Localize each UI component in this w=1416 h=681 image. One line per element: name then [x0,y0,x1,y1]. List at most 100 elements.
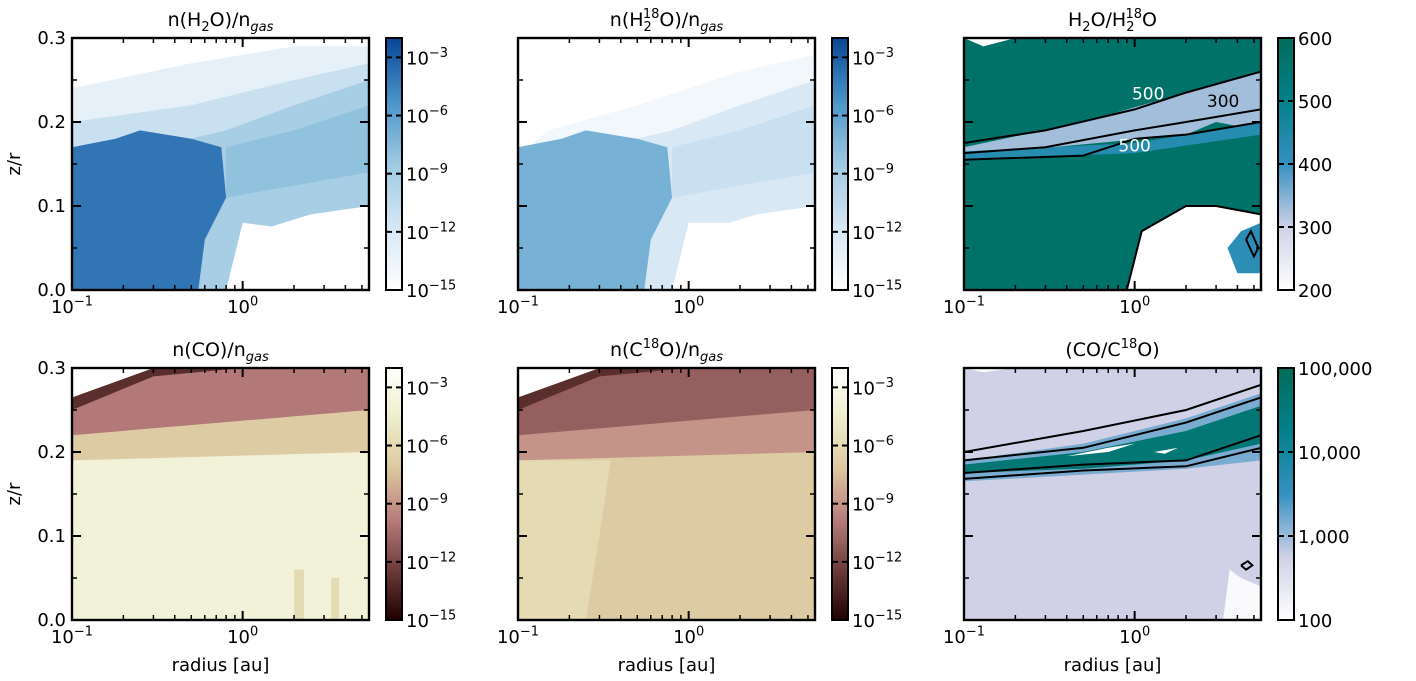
plot-area: 500 300 500 [964,38,1261,290]
colorbar [831,367,849,621]
plot-area [518,368,815,620]
panel-title: n(H218O)/ngas [610,7,724,35]
y-tick-label: 0.0 [37,610,66,631]
y-tick-label: 0.1 [37,526,66,547]
panel-title: n(CO)/ngas [172,339,269,365]
tick-label: 100 [1119,624,1150,648]
colorbar-tick-label: 300 [1298,218,1332,239]
x-axis-label: radius [au] [618,655,716,676]
y-tick-label: 0.2 [37,442,66,463]
tick-label: 10−9 [852,162,894,186]
panel-5: 10−1 100 n(C18O)/ngas radius [au] 10−3 10−6 10… [497,337,902,676]
tick-label: 10−1 [51,294,93,318]
tick-label: 10−1 [497,624,539,648]
tick-label: 10−6 [406,434,448,458]
tick-label: 10−6 [406,104,448,128]
y-tick-label: 0.0 [37,280,66,301]
y-axis-label: z/r [4,482,25,506]
colorbar-tick-label: 400 [1298,155,1332,176]
tick-label: 10−12 [852,220,902,244]
tick-label: 10−15 [406,278,456,302]
tick-label: 10−15 [852,608,902,632]
contour-label: 500 [1118,136,1150,156]
contour-label: 500 [1132,84,1164,104]
tick-label: 10−1 [943,624,985,648]
x-axis-label: radius [au] [1064,655,1162,676]
column-feature [331,578,340,620]
low-ratio-region [1126,206,1261,290]
panel-title: (CO/C18O) [1065,337,1159,361]
panel-1: 10−1 100 0.0 0.1 0.2 0.3 n(H2O)/ngas z/r 10−3 10−… [4,9,456,318]
colorbar [831,37,849,291]
colorbar-tick-label: 10,000 [1298,443,1361,464]
upper-layer [518,368,689,410]
colorbar [385,367,403,621]
masked-corner [72,368,154,398]
tick-label: 100 [227,294,258,318]
contour-line [964,121,1261,161]
tick-label: 10−3 [406,46,448,70]
ratio-band [964,405,1261,473]
panel-title: n(H2O)/ngas [168,9,274,35]
plot-area [72,38,369,290]
tick-label: 10−3 [406,376,448,400]
masked-corner [964,38,1016,47]
inner-reservoir [518,130,673,290]
panel-title: n(C18O)/ngas [610,337,723,365]
colorbar-tick-label: 600 [1298,29,1332,50]
contour-line [964,383,1261,453]
background [964,368,1261,620]
tick-label: 100 [673,294,704,318]
tick-label: 10−9 [852,492,894,516]
tick-label: 10−6 [852,104,894,128]
plot-area [518,38,815,290]
panel-title: H2O/H218O [1068,7,1157,35]
tick-label: 100 [227,624,258,648]
ratio-band [964,122,1261,160]
masked-patch [1154,447,1179,454]
tick-label: 10−9 [406,492,448,516]
tick-label: 10−3 [852,46,894,70]
panel-6: 10−1 100 (CO/C18O) radius [au] 100,000 10,000… [943,337,1372,676]
x-axis-label: radius [au] [172,655,270,676]
tick-label: 10−12 [406,550,456,574]
tick-label: 100 [673,624,704,648]
tick-label: 10−1 [51,624,93,648]
upper-layer [72,368,369,436]
tick-label: 100 [1119,294,1150,318]
tick-label: 10−12 [852,550,902,574]
y-tick-label: 0.1 [37,196,66,217]
panel-2: 10−1 100 n(H218O)/ngas 10−3 10−6 10−9 10−12 10−… [497,7,902,318]
tick-label: 10−6 [852,434,894,458]
depleted-region [684,206,815,290]
contour-label: 300 [1207,92,1239,112]
tick-label: 10−15 [406,608,456,632]
colorbar-tick-label: 100 [1298,611,1332,632]
masked-patch [1066,443,1135,457]
panel-4: 10−1 100 0.0 0.1 0.2 0.3 n(CO)/ngas z/r radius [… [4,339,456,676]
tick-label: 10−9 [406,162,448,186]
contour-line [964,434,1261,474]
tick-label: 10−1 [497,294,539,318]
y-tick-label: 0.3 [37,28,66,49]
plot-area [964,368,1261,620]
colorbar-tick-label: 200 [1298,281,1332,302]
panel-3: 500 300 500 10−1 100 H2O/H218O 600 500 400 300 200 [943,7,1332,318]
column-feature [294,569,305,620]
y-tick-label: 0.3 [37,358,66,379]
tick-label: 10−12 [406,220,456,244]
contour-line [964,396,1261,462]
low-ratio-region [1223,569,1261,620]
contour-line [964,446,1261,480]
depleted-region [238,206,369,290]
colorbar-tick-label: 1,000 [1298,527,1350,548]
contour-line [964,70,1261,144]
colorbar-tick-label: 100,000 [1298,359,1372,380]
inner-region [518,460,611,620]
colorbar [1277,367,1295,621]
masked-corner [518,368,600,398]
mid-layer [226,105,369,198]
tick-label: 10−15 [852,278,902,302]
contour-line [1125,205,1261,290]
